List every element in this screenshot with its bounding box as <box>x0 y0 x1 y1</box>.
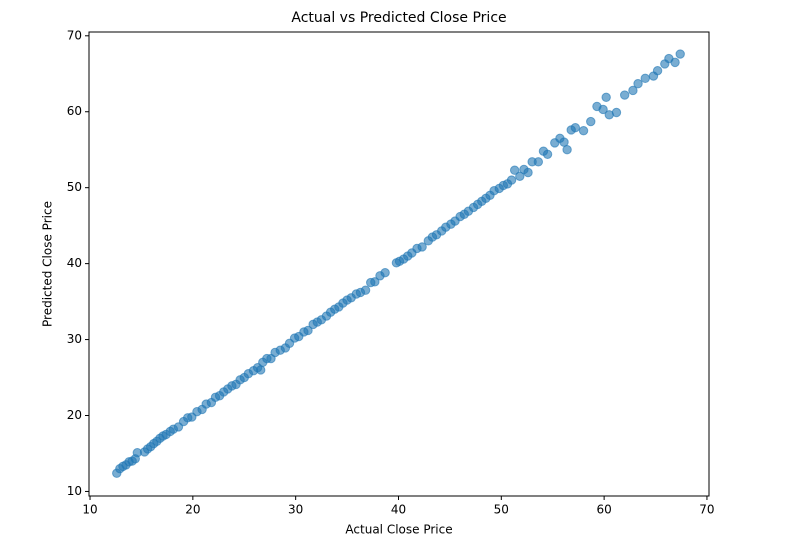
point <box>652 66 663 76</box>
point <box>370 277 380 287</box>
point <box>640 73 650 84</box>
x-tick-label: 60 <box>596 503 611 517</box>
point <box>417 242 427 252</box>
point <box>619 90 630 100</box>
point <box>578 126 589 136</box>
point <box>598 104 608 115</box>
x-tick-label: 10 <box>82 503 97 517</box>
point <box>542 149 553 159</box>
y-tick-label: 30 <box>67 332 82 346</box>
y-tick-label: 20 <box>67 408 82 422</box>
y-axis-label: Predicted Close Price <box>41 201 55 327</box>
point <box>562 145 572 155</box>
point <box>670 57 680 68</box>
point <box>303 325 313 336</box>
y-tick-label: 50 <box>67 180 82 194</box>
point <box>506 175 517 185</box>
x-tick-label: 20 <box>185 503 200 517</box>
point <box>523 167 533 178</box>
point <box>628 85 638 96</box>
x-axis-label: Actual Close Price <box>345 523 452 537</box>
x-tick-label: 50 <box>494 503 509 517</box>
y-tick-label: 70 <box>67 28 82 42</box>
point <box>633 78 643 89</box>
point <box>611 107 622 118</box>
point <box>675 49 685 59</box>
point <box>515 171 525 181</box>
y-tick-label: 60 <box>67 104 82 118</box>
point <box>601 92 611 103</box>
point <box>509 165 520 175</box>
point <box>256 365 266 375</box>
y-tick-label: 10 <box>67 484 82 498</box>
x-tick-label: 70 <box>699 503 714 517</box>
point <box>533 157 544 167</box>
y-tick-label: 40 <box>67 256 82 270</box>
point <box>380 268 390 278</box>
x-tick-label: 40 <box>391 503 406 517</box>
point <box>586 116 596 127</box>
chart-title: Actual vs Predicted Close Price <box>291 10 506 26</box>
x-tick-label: 30 <box>288 503 303 517</box>
point <box>360 285 371 295</box>
point <box>570 122 581 133</box>
